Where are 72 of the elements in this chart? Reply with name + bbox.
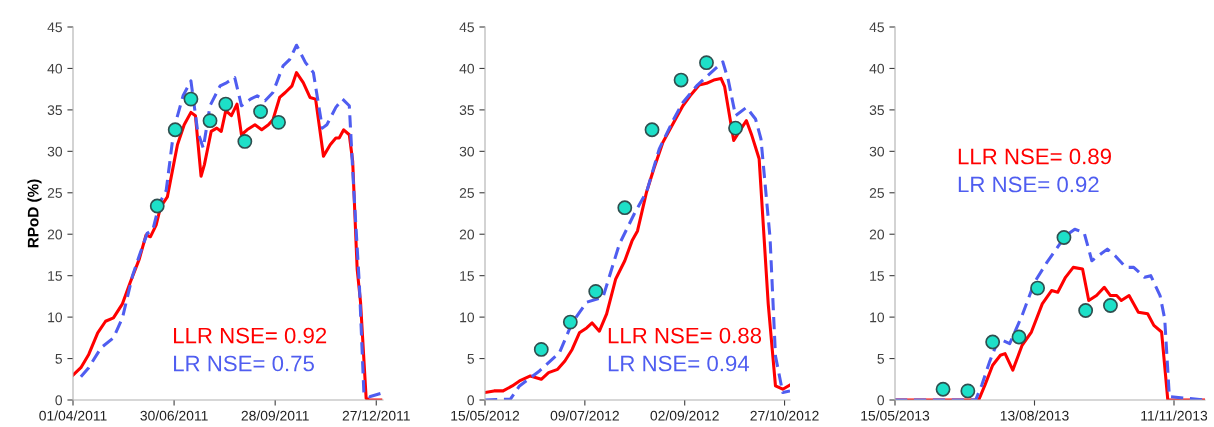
- point: [1011, 329, 1027, 345]
- point: [1056, 230, 1072, 245]
- y-tick-label: 0: [55, 395, 63, 406]
- point: [673, 72, 689, 88]
- point: [202, 113, 218, 129]
- y-tick-label: 45: [459, 22, 474, 33]
- annotation: LLR NSE= 0.89: [958, 148, 1111, 165]
- y-tick-label: 35: [47, 105, 62, 116]
- y-tick-label: 40: [459, 63, 475, 74]
- point: [253, 104, 268, 119]
- y-tick-label: 5: [467, 354, 474, 364]
- point: [588, 283, 604, 299]
- y-tick-label: 15: [460, 271, 474, 281]
- point: [562, 314, 578, 330]
- point: [1103, 298, 1118, 313]
- point: [644, 122, 660, 138]
- x-tick-label: 13/08/2013: [1000, 410, 1069, 421]
- y-tick-label: 10: [48, 312, 63, 323]
- y-tick-label: 0: [467, 395, 475, 406]
- x-tick-label: 02/09/2012: [650, 410, 719, 421]
- y-tick-label: 35: [459, 105, 474, 116]
- y-tick-label: 10: [870, 312, 885, 323]
- y-tick-label: 30: [869, 146, 885, 157]
- y-tick-label: 25: [47, 188, 62, 198]
- y-axis-title: RPoD (%): [27, 179, 42, 248]
- x-tick-label: 15/05/2013: [861, 410, 930, 421]
- point: [935, 381, 951, 397]
- y-tick-label: 20: [459, 229, 475, 240]
- point: [1078, 303, 1094, 318]
- annotation: LLR NSE= 0.92: [174, 327, 327, 344]
- point: [533, 342, 549, 357]
- point: [237, 133, 253, 149]
- y-tick-label: 30: [47, 146, 63, 157]
- point: [985, 334, 1001, 350]
- y-tick-label: 25: [869, 188, 884, 198]
- point: [1030, 280, 1046, 296]
- annotation: LR NSE= 0.92: [958, 176, 1099, 193]
- x-tick-label: 27/12/2011: [342, 410, 410, 421]
- point: [167, 122, 183, 138]
- y-tick-label: 15: [870, 271, 884, 281]
- point: [218, 96, 234, 112]
- x-tick-label: 30/06/2011: [140, 410, 208, 421]
- x-tick-label: 15/05/2012: [451, 410, 520, 421]
- point: [728, 120, 743, 136]
- point: [183, 91, 199, 107]
- y-tick-label: 40: [869, 63, 885, 74]
- point: [149, 198, 165, 214]
- annotation: LR NSE= 0.75: [174, 355, 314, 372]
- point: [617, 200, 633, 216]
- y-tick-label: 30: [459, 146, 475, 157]
- y-tick-label: 40: [47, 63, 63, 74]
- y-tick-label: 25: [459, 188, 474, 198]
- y-tick-label: 35: [869, 105, 884, 116]
- y-tick-label: 20: [47, 229, 63, 240]
- annotation: LLR NSE= 0.88: [608, 327, 762, 344]
- annotation: LR NSE= 0.94: [608, 355, 750, 372]
- y-tick-label: 45: [47, 22, 62, 33]
- x-tick-label: 27/10/2012: [750, 410, 819, 421]
- y-tick-label: 10: [460, 312, 475, 323]
- y-tick-label: 20: [869, 229, 885, 240]
- x-tick-label: 01/04/2011: [39, 410, 107, 421]
- y-tick-label: 0: [877, 395, 885, 406]
- point: [960, 383, 976, 399]
- y-tick-label: 5: [55, 354, 62, 364]
- y-tick-label: 45: [869, 22, 884, 33]
- x-tick-label: 28/09/2011: [241, 410, 309, 421]
- x-tick-label: 09/07/2012: [550, 410, 619, 421]
- point: [271, 114, 286, 130]
- y-tick-label: 5: [877, 354, 884, 364]
- x-tick-label: 11/11/2013: [1141, 410, 1208, 421]
- point: [699, 55, 714, 71]
- y-tick-label: 15: [48, 271, 62, 281]
